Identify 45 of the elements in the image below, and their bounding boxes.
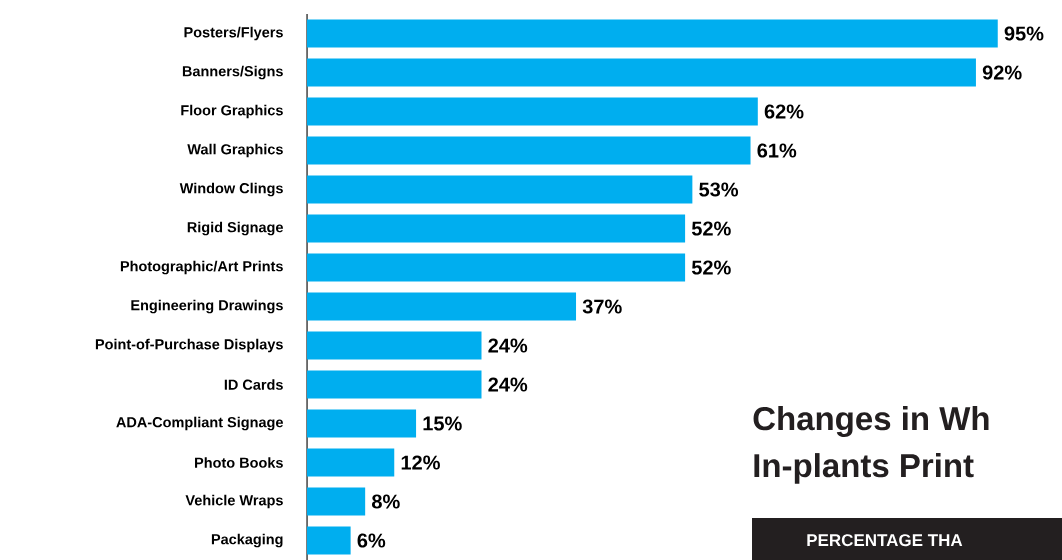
bar: [307, 58, 976, 87]
y-tick-label: Window Clings: [179, 182, 283, 197]
y-tick-label: Banners/Signs: [182, 65, 283, 80]
y-tick-label: Photo Books: [195, 457, 283, 468]
bar: [307, 526, 351, 555]
data-label: 62%: [764, 104, 804, 119]
y-tick-label: Floor Graphics: [181, 104, 283, 119]
y-tick-label: Packaging: [211, 533, 283, 548]
bar: [307, 487, 366, 516]
data-label: 15%: [423, 416, 462, 431]
data-label: 52%: [691, 260, 731, 275]
y-tick-label: Point-of-Purchase Displays: [95, 338, 283, 353]
data-label: 53%: [699, 182, 739, 197]
y-tick-label: ID Cards: [224, 379, 283, 390]
y-tick-label: Rigid Signage: [187, 221, 283, 236]
bar: [307, 370, 482, 399]
bar: [307, 409, 417, 438]
y-tick-label: Vehicle Wraps: [185, 494, 283, 509]
data-label: 52%: [691, 221, 731, 236]
data-label: 6%: [357, 533, 386, 548]
bar: [307, 292, 577, 321]
bar: [307, 19, 998, 48]
data-label: 24%: [488, 338, 528, 353]
data-label: 61%: [757, 143, 797, 158]
bar: [307, 136, 751, 165]
annotation: Changes in Wh: [753, 406, 989, 437]
data-label: 8%: [372, 494, 400, 509]
y-tick-label: Photographic/Art Prints: [120, 260, 283, 275]
annotation: PERCENTAGE THA: [807, 534, 963, 547]
data-label: 92%: [982, 65, 1022, 80]
bar: [307, 253, 686, 282]
annotation: In-plants Print: [754, 453, 974, 484]
bar: [307, 175, 693, 204]
bar: [307, 448, 395, 477]
y-tick-label: ADA-Compliant Signage: [116, 416, 283, 431]
y-tick-label: Engineering Drawings: [131, 299, 283, 314]
y-tick-label: Wall Graphics: [187, 143, 283, 158]
data-label: 95%: [1004, 26, 1044, 41]
y-tick-label: Posters/Flyers: [184, 26, 283, 41]
data-label: 12%: [401, 455, 440, 470]
data-label: 24%: [488, 377, 528, 392]
data-label: 37%: [582, 299, 622, 314]
bar: [307, 214, 686, 243]
bar: [307, 97, 758, 126]
bar: [307, 331, 482, 360]
